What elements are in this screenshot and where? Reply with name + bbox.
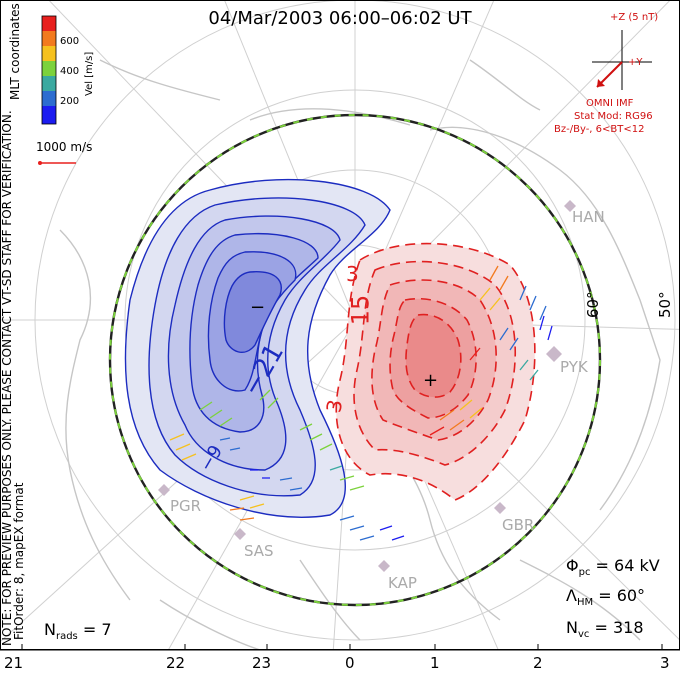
boundary-latitude: ΛHM = 60° [566,586,646,609]
vector-count: Nvc = 318 [566,618,644,641]
mlt-label-2: 2 [533,654,543,672]
colorbar-tick-400: 400 [60,66,80,77]
colorbar-tick-600: 600 [60,36,80,47]
site-label-han: HAN [572,208,605,226]
coordinate-system-label: MLT coordinates [8,3,22,100]
mlt-label-22: 22 [166,654,186,672]
velocity-vectors [169,265,553,541]
cross-polar-cap-potential: Φpc = 64 kV [566,556,660,579]
negative-cell-minimum-marker: − [250,297,266,318]
site-label-kap: KAP [388,574,417,592]
mlt-axis [0,644,680,651]
colorbar-tick-200: 200 [60,96,80,107]
imf-condition-label: Bz-/By-, 6<BT<12 [554,124,645,135]
scale-vector-label: 1000 m/s [36,140,93,154]
radar-count: Nrads = 7 [44,620,112,643]
mlt-label-1: 1 [430,654,440,672]
site-label-gbr: GBR [502,516,535,534]
imf-y-label: +Y [628,57,643,68]
radar-site-markers [158,200,576,572]
mlt-label-0: 0 [345,654,355,672]
latitude-label-60: 60° [584,291,602,318]
imf-z-label: +Z (5 nT) [610,12,659,23]
latitude-label-50: 50° [656,291,674,318]
positive-potential-cell [335,242,536,501]
imf-source-label: OMNI IMF [586,98,634,109]
positive-contour-value: 15 [346,294,375,326]
colorbar-label: Vel [m/s] [84,51,95,96]
fit-order-label: FitOrder: 8, mapEX format [12,482,26,640]
positive-cell-maximum-marker: + [423,370,439,391]
mlt-label-3: 3 [660,654,670,672]
page-title: 04/Mar/2003 06:00–06:02 UT [208,8,472,29]
mlt-label-21: 21 [4,654,24,672]
site-label-pgr: PGR [170,497,202,515]
site-label-pyk: PYK [560,358,588,376]
site-label-sas: SAS [244,542,274,560]
negative-potential-cell [124,178,391,518]
colorbar [41,15,57,125]
positive-inner-contour-value: 3 [346,262,359,286]
imf-dial [592,30,652,90]
imf-model-label: Stat Mod: RG96 [574,111,653,122]
scale-vector [38,161,76,165]
mlt-label-23: 23 [252,654,272,672]
